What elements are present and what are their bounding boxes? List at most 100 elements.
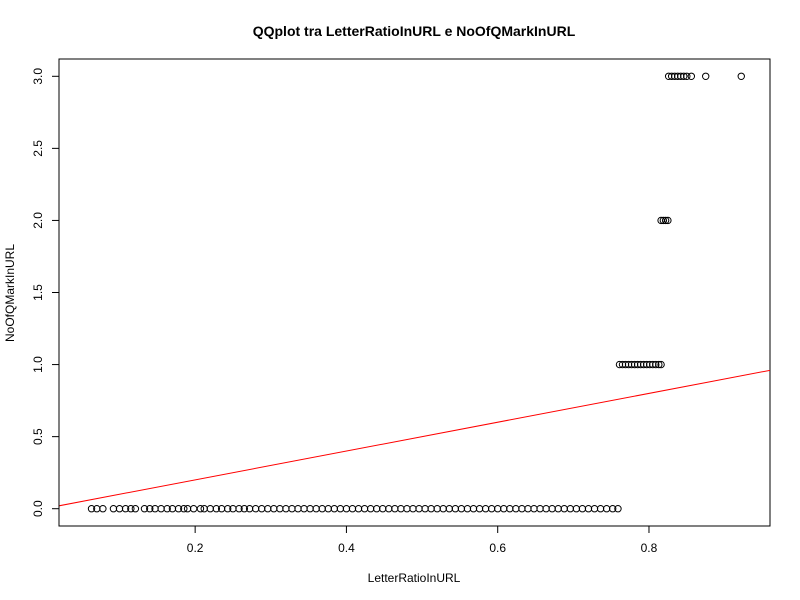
y-tick-label: 0.0	[31, 500, 45, 517]
data-point	[439, 505, 447, 513]
y-tick-label: 2.0	[31, 212, 45, 229]
y-tick-label: 1.5	[31, 284, 45, 301]
x-tick-label: 0.4	[338, 541, 355, 555]
data-point	[524, 505, 532, 513]
data-point	[391, 505, 399, 513]
data-point	[282, 505, 290, 513]
data-point	[421, 505, 429, 513]
reference-line-layer	[59, 369, 770, 507]
data-point	[683, 72, 691, 80]
data-point	[602, 505, 611, 513]
data-point	[258, 505, 266, 513]
data-point	[127, 505, 135, 513]
data-point	[536, 505, 544, 513]
data-point	[99, 505, 107, 513]
data-point	[288, 505, 296, 513]
data-point	[590, 505, 599, 513]
data-point	[206, 505, 214, 513]
data-point	[702, 72, 710, 80]
reference-line	[59, 369, 770, 507]
plot-area	[58, 58, 771, 527]
plot-frame	[58, 58, 771, 527]
data-point	[385, 505, 393, 513]
data-point	[518, 505, 526, 513]
data-point	[512, 505, 520, 513]
x-axis: 0.2 0.4 0.6 0.8	[187, 525, 658, 555]
data-point	[318, 505, 326, 513]
data-point	[121, 505, 130, 513]
y-axis-label: NoOfQMarkInURL	[3, 244, 17, 342]
data-point	[655, 360, 663, 369]
data-point	[409, 505, 417, 513]
data-point	[180, 505, 188, 513]
data-point	[494, 505, 502, 513]
data-point	[324, 505, 332, 513]
data-point	[312, 505, 320, 513]
data-point	[560, 505, 568, 513]
data-point	[294, 505, 302, 513]
data-point	[146, 505, 154, 513]
data-point	[463, 505, 472, 513]
data-point	[354, 505, 363, 513]
data-point	[481, 505, 490, 513]
x-tick-label: 0.6	[489, 541, 506, 555]
data-point	[379, 505, 387, 513]
data-point	[500, 505, 508, 513]
data-point	[109, 505, 118, 513]
data-point	[737, 72, 745, 80]
data-point	[200, 505, 208, 513]
data-point	[174, 505, 183, 513]
data-point	[680, 72, 688, 80]
data-point	[397, 505, 405, 513]
data-point	[506, 505, 514, 513]
data-point	[372, 505, 381, 513]
data-point	[566, 505, 575, 513]
data-point	[223, 505, 232, 513]
chart-title: QQplot tra LetterRatioInURL e NoOfQMarkI…	[253, 23, 576, 39]
data-point	[542, 505, 550, 513]
data-point	[87, 505, 96, 513]
data-point	[189, 505, 198, 513]
data-point	[457, 505, 466, 513]
y-axis: 0.0 0.5 1.0 1.5 2.0 2.5 3.0	[31, 68, 60, 517]
data-point	[157, 505, 165, 513]
data-point	[276, 505, 284, 513]
data-point	[235, 505, 243, 513]
y-tick-label: 3.0	[31, 68, 45, 85]
data-point	[415, 505, 423, 513]
data-point	[451, 505, 460, 513]
data-point	[300, 505, 308, 513]
data-point	[469, 505, 478, 513]
data-point	[445, 505, 453, 513]
data-point	[596, 505, 605, 513]
data-point	[264, 505, 272, 513]
data-point	[475, 505, 484, 513]
data-point	[608, 505, 617, 513]
x-tick-label: 0.2	[187, 541, 204, 555]
y-tick-label: 1.0	[31, 356, 45, 373]
data-point	[652, 360, 660, 369]
data-point	[530, 505, 538, 513]
data-point	[360, 505, 369, 513]
data-point	[427, 505, 435, 513]
data-point	[196, 505, 205, 513]
data-point	[687, 72, 696, 80]
data-point	[115, 505, 124, 513]
data-point	[270, 505, 278, 513]
data-point	[212, 505, 221, 513]
data-point	[183, 505, 192, 513]
data-point	[659, 216, 668, 225]
data-points	[87, 72, 745, 513]
data-point	[330, 505, 339, 513]
data-point	[240, 505, 249, 513]
data-point	[403, 505, 411, 513]
data-point	[664, 216, 672, 225]
data-point	[572, 505, 581, 513]
y-tick-label: 0.5	[31, 428, 45, 445]
data-point	[366, 505, 375, 513]
data-point	[433, 505, 441, 513]
data-point	[163, 505, 171, 513]
data-point	[554, 505, 562, 513]
data-point	[614, 505, 622, 513]
